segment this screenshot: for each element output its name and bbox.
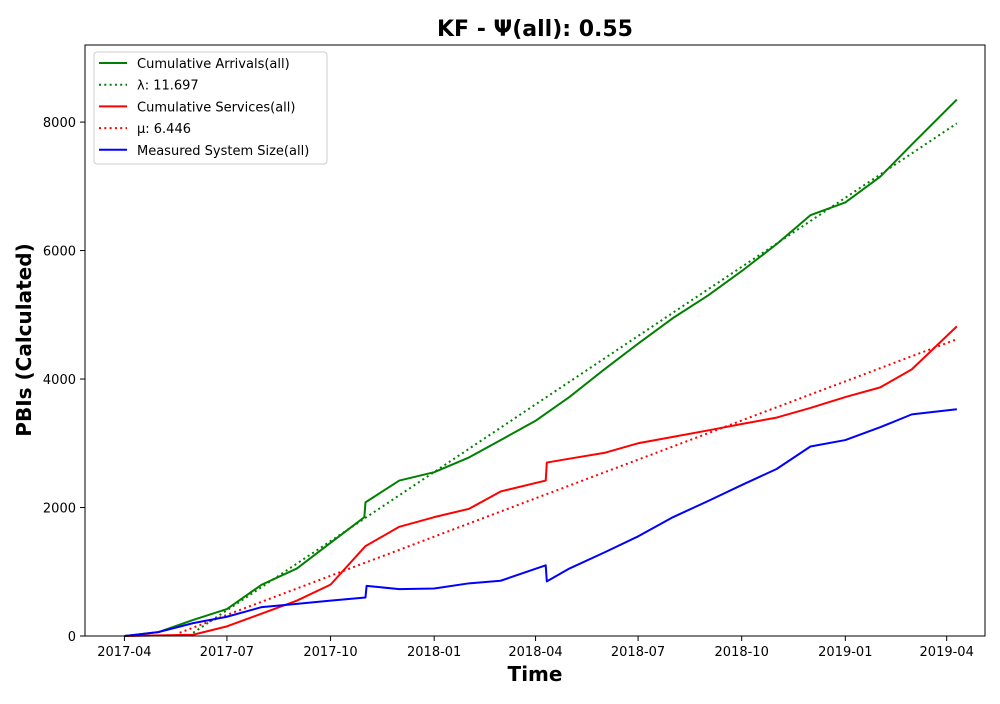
y-axis-label: PBIs (Calculated) <box>12 243 36 436</box>
x-tick-label: 2018-04 <box>508 645 562 660</box>
y-tick-label: 4000 <box>43 373 76 388</box>
legend-box <box>93 51 328 165</box>
x-tick-label: 2017-07 <box>200 645 254 660</box>
legend: Cumulative Arrivals(all) λ: 11.697 Cumulat… <box>93 51 328 165</box>
series-line-3 <box>179 338 958 634</box>
x-tick-label: 2019-01 <box>818 645 872 660</box>
x-tick-label: 2017-04 <box>97 645 151 660</box>
x-tick-label: 2018-07 <box>611 645 665 660</box>
plot-frame <box>84 44 986 637</box>
y-tick-label: 6000 <box>43 245 76 260</box>
x-tick-label: 2019-04 <box>920 645 974 660</box>
chart-title: KF - Ψ(all): 0.55 <box>437 17 633 42</box>
legend-label: Cumulative Services(all) <box>137 100 295 115</box>
x-axis-label: Time <box>508 662 563 686</box>
x-tick-label: 2018-01 <box>407 645 461 660</box>
legend-label: Measured System Size(all) <box>137 144 309 159</box>
legend-label: μ: 6.446 <box>137 122 191 137</box>
legend-label: Cumulative Arrivals(all) <box>137 57 290 72</box>
y-axis: 0 2000 4000 6000 8000 <box>43 116 85 645</box>
x-tick-label: 2018-10 <box>715 645 769 660</box>
x-axis: 2017-04 2017-07 2017-10 2018-01 2018-04 2018-… <box>97 636 974 660</box>
y-tick-label: 0 <box>68 630 76 645</box>
y-tick-label: 2000 <box>43 502 76 517</box>
legend-label: λ: 11.697 <box>137 79 199 94</box>
series-layer <box>124 98 958 637</box>
series-line-4 <box>124 408 957 637</box>
y-tick-label: 8000 <box>43 116 76 131</box>
series-line-1 <box>192 122 958 634</box>
series-line-2 <box>124 325 958 637</box>
x-tick-label: 2017-10 <box>303 645 357 660</box>
